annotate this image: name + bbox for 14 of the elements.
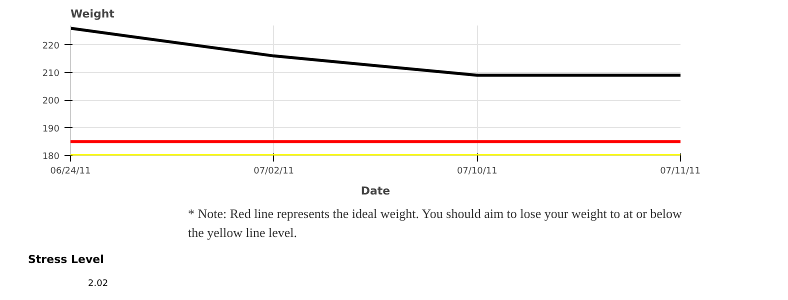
y-tick-label: 210	[42, 69, 60, 80]
y-tick-label: 220	[42, 41, 60, 52]
chart-title: Weight	[70, 8, 114, 20]
x-tick-label: 06/24/11	[50, 166, 91, 176]
y-tick-label: 200	[42, 96, 60, 107]
x-tick-label: 07/11/11	[660, 166, 700, 176]
text: Stress Level	[28, 252, 104, 268]
y-tick-label: 180	[42, 152, 60, 162]
text: * Note: Red line represents the ideal weight. You should aim to lose your weight to at or below the yellow line level.	[188, 205, 683, 242]
x-axis-title: Date	[360, 184, 390, 198]
x-tick-label: 07/02/11	[254, 166, 294, 176]
text: 2.02	[88, 278, 108, 291]
x-tick-label: 07/10/11	[456, 166, 498, 176]
y-tick-label: 190	[42, 124, 60, 134]
